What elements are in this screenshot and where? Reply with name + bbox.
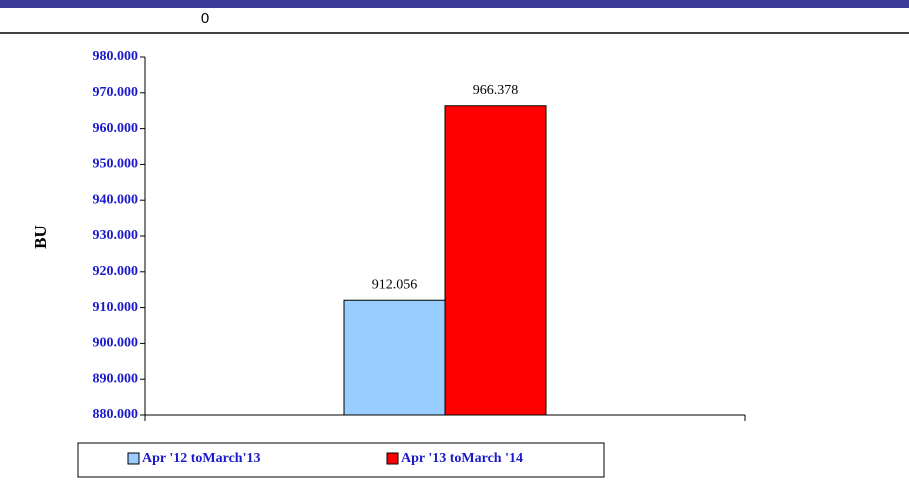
- y-tick-label: 930.000: [93, 228, 139, 243]
- legend-box: [77, 442, 605, 478]
- y-tick-label: 900.000: [93, 336, 139, 351]
- y-tick-label: 890.000: [93, 371, 139, 386]
- y-tick-label: 920.000: [93, 264, 139, 279]
- top-band: [0, 0, 909, 8]
- bar: [444, 105, 547, 416]
- y-axis-label: BU: [31, 225, 50, 249]
- y-tick-label: 940.000: [93, 192, 139, 207]
- y-tick-label: 960.000: [93, 121, 139, 136]
- y-tick-label: 880.000: [93, 407, 139, 422]
- y-tick-label: 980.000: [93, 49, 139, 64]
- legend-swatch: [127, 452, 140, 465]
- data-label: 966.378: [473, 83, 519, 98]
- y-tick-label: 950.000: [93, 157, 139, 172]
- bar: [343, 299, 446, 416]
- legend-label: Apr '13 toMarch '14: [401, 451, 523, 466]
- y-tick-label: 970.000: [93, 85, 139, 100]
- legend-label: Apr '12 toMarch'13: [142, 451, 260, 466]
- y-tick-label: 910.000: [93, 300, 139, 315]
- legend-swatch: [386, 452, 399, 465]
- header-text: 0: [201, 10, 209, 27]
- data-label: 912.056: [372, 277, 418, 292]
